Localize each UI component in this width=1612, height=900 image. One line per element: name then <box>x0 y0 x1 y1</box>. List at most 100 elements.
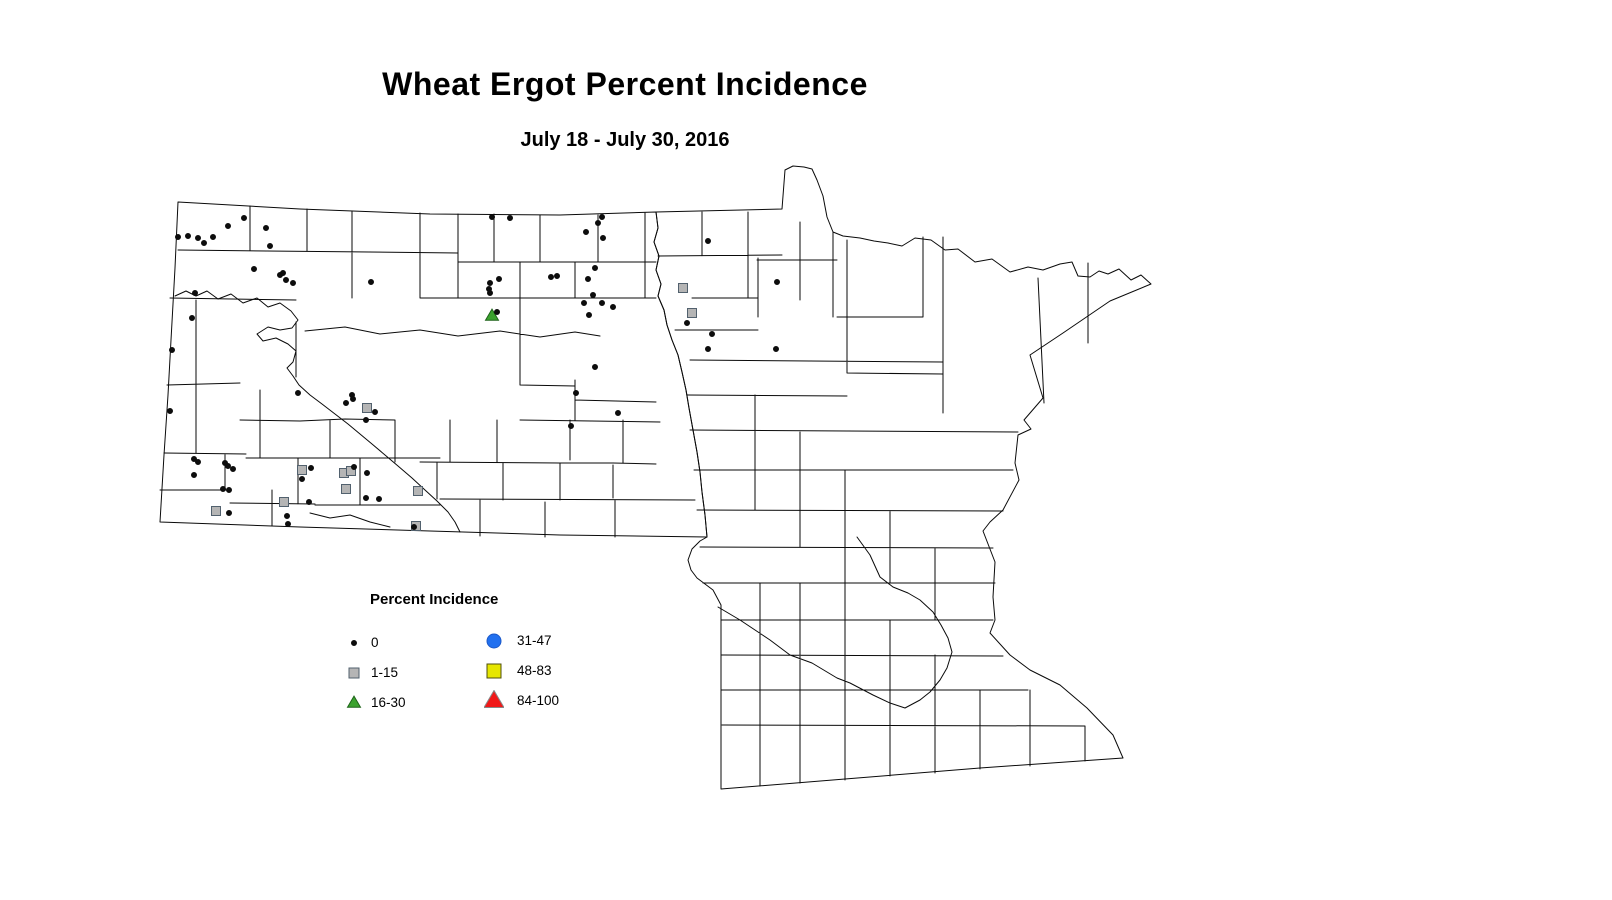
minnesota-outline <box>653 165 1152 790</box>
marker-0 <box>189 315 195 321</box>
marker-0 <box>226 487 232 493</box>
marker-0 <box>599 214 605 220</box>
marker-0 <box>241 215 247 221</box>
marker-1-15 <box>362 403 372 413</box>
marker-0 <box>548 274 554 280</box>
marker-0 <box>191 472 197 478</box>
marker-0 <box>705 238 711 244</box>
legend-item-84-100: 84-100 <box>484 686 644 716</box>
marker-0 <box>285 521 291 527</box>
marker-0 <box>283 277 289 283</box>
marker-0 <box>308 465 314 471</box>
marker-1-15 <box>346 466 356 476</box>
marker-1-15 <box>297 465 307 475</box>
marker-0 <box>595 220 601 226</box>
marker-0 <box>263 225 269 231</box>
legend-item-label: 31-47 <box>517 633 552 649</box>
marker-0 <box>376 496 382 502</box>
marker-0 <box>411 524 417 530</box>
marker-0 <box>363 417 369 423</box>
marker-0 <box>191 456 197 462</box>
marker-0 <box>195 459 201 465</box>
marker-0 <box>195 235 201 241</box>
marker-0 <box>364 470 370 476</box>
legend-marker-triangle-icon <box>484 690 504 708</box>
markers-layer <box>167 214 780 531</box>
marker-1-15 <box>341 484 351 494</box>
legend-item-16-30: 16-30 <box>344 688 504 718</box>
marker-0 <box>201 240 207 246</box>
marker-0 <box>494 309 500 315</box>
legend-item-label: 0 <box>371 635 379 651</box>
marker-0 <box>585 276 591 282</box>
legend-item-label: 48-83 <box>517 663 552 679</box>
marker-0 <box>773 346 779 352</box>
marker-0 <box>225 223 231 229</box>
minnesota-county-lines <box>657 211 1089 787</box>
legend-marker-square-icon <box>348 667 360 679</box>
marker-0 <box>590 292 596 298</box>
marker-0 <box>280 270 286 276</box>
marker-0 <box>192 290 198 296</box>
marker-0 <box>351 464 357 470</box>
marker-0 <box>185 233 191 239</box>
marker-0 <box>586 312 592 318</box>
chart-subtitle: July 18 - July 30, 2016 <box>520 129 730 151</box>
marker-0 <box>487 290 493 296</box>
marker-0 <box>592 265 598 271</box>
marker-0 <box>226 510 232 516</box>
legend-marker-triangle-icon <box>346 695 362 708</box>
legend-marker-square-icon <box>486 663 502 679</box>
marker-0 <box>774 279 780 285</box>
marker-0 <box>600 235 606 241</box>
marker-0 <box>487 280 493 286</box>
marker-0 <box>363 495 369 501</box>
marker-1-15 <box>413 486 423 496</box>
marker-0 <box>489 214 495 220</box>
legend-item-48-83: 48-83 <box>484 656 644 686</box>
marker-0 <box>684 320 690 326</box>
north-dakota-county-lines <box>159 205 696 538</box>
marker-0 <box>350 396 356 402</box>
legend-item-label: 84-100 <box>517 693 560 709</box>
marker-0 <box>306 499 312 505</box>
legend-item-1-15: 1-15 <box>344 658 504 688</box>
marker-16-30 <box>484 308 500 321</box>
marker-0 <box>554 273 560 279</box>
legend-marker-dot-icon <box>351 640 357 646</box>
marker-0 <box>295 390 301 396</box>
marker-0 <box>230 466 236 472</box>
marker-0 <box>372 409 378 415</box>
marker-0 <box>599 300 605 306</box>
marker-0 <box>225 463 231 469</box>
marker-0 <box>167 408 173 414</box>
chart-title: Wheat Ergot Percent Incidence <box>382 66 868 102</box>
legend-item-label: 16-30 <box>371 695 406 711</box>
marker-0 <box>299 476 305 482</box>
marker-0 <box>507 215 513 221</box>
marker-1-15 <box>211 506 221 516</box>
marker-0 <box>368 279 374 285</box>
marker-0 <box>709 331 715 337</box>
legend-item-31-47: 31-47 <box>484 626 644 656</box>
marker-0 <box>592 364 598 370</box>
marker-0 <box>251 266 257 272</box>
marker-0 <box>267 243 273 249</box>
marker-0 <box>169 347 175 353</box>
legend-marker-circle-icon <box>486 633 502 649</box>
legend-title: Percent Incidence <box>370 591 499 608</box>
legend-column-1: 0 1-15 16-30 <box>344 628 504 718</box>
marker-0 <box>705 346 711 352</box>
marker-1-15 <box>678 283 688 293</box>
marker-0 <box>343 400 349 406</box>
marker-0 <box>615 410 621 416</box>
legend-item-0: 0 <box>344 628 504 658</box>
marker-0 <box>210 234 216 240</box>
marker-0 <box>610 304 616 310</box>
marker-0 <box>496 276 502 282</box>
marker-0 <box>220 486 226 492</box>
marker-0 <box>284 513 290 519</box>
legend-item-label: 1-15 <box>371 665 399 681</box>
